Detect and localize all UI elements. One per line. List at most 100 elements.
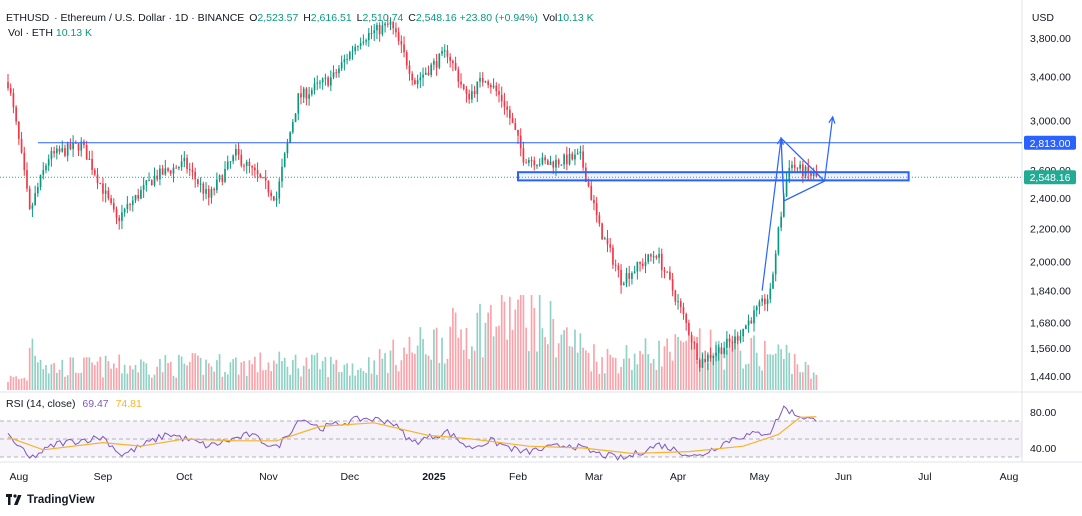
volume-bar (639, 350, 641, 390)
volume-bar (625, 345, 628, 390)
volume-bar (210, 366, 213, 390)
candle-body (408, 65, 411, 74)
volume-bar (378, 349, 381, 390)
rsi-label[interactable]: RSI (14, close) (6, 398, 76, 410)
rsi-ma-value: 74.81 (115, 398, 142, 410)
volume-bar (58, 369, 61, 390)
trend-arrow-line[interactable] (823, 116, 834, 182)
support-zone-box[interactable] (516, 171, 910, 182)
candle-body (424, 72, 427, 75)
time-tick-label: 2025 (422, 471, 446, 483)
candle-body (20, 138, 23, 153)
candle-body (698, 360, 701, 368)
volume-bar (262, 370, 264, 390)
trend-arrow-line[interactable] (761, 138, 782, 291)
volume-bar (224, 371, 226, 390)
volume-bar (218, 354, 221, 390)
volume-bar (658, 340, 660, 390)
price-tick-label: 2,000.00 (1030, 257, 1071, 269)
volume-bar (72, 357, 74, 390)
volume-bar (612, 357, 614, 390)
volume-bar (427, 355, 430, 390)
volume-bar (172, 375, 175, 390)
candle-body (799, 164, 801, 169)
volume-bar (134, 365, 137, 390)
candle-body (237, 148, 240, 155)
candle-body (766, 299, 769, 305)
volume-bar (302, 365, 305, 390)
triangle-pattern[interactable] (780, 136, 826, 203)
volume-bar (199, 357, 202, 390)
candle-body (172, 167, 175, 174)
candle-body (462, 84, 465, 89)
volume-bar (538, 295, 541, 390)
tradingview-brand[interactable]: TradingView (6, 494, 95, 506)
candle-body (256, 170, 259, 175)
candle-body (587, 181, 590, 186)
candle-body (522, 148, 525, 163)
candle-body (674, 290, 677, 302)
volume-bar (50, 364, 53, 390)
candle-body (468, 93, 471, 100)
candle-body (251, 166, 253, 168)
volume-bar (793, 353, 796, 390)
price-change: +23.80 (+0.94%) (459, 12, 538, 24)
volume-bar (91, 362, 93, 390)
currency-label[interactable]: USD (1031, 12, 1054, 24)
volume-bar (533, 307, 536, 390)
candle-body (807, 166, 810, 173)
volume-bar (42, 369, 45, 390)
volume-bar (582, 347, 584, 390)
volume-bar (142, 361, 145, 390)
symbol-name[interactable]: ETHUSD (6, 12, 50, 24)
volume-bar (237, 374, 240, 390)
candle-body (793, 164, 796, 168)
volume-bar (514, 309, 517, 390)
candle-body (161, 168, 164, 175)
volume-bar (774, 353, 777, 390)
candle-body (191, 170, 194, 172)
volume-bar (256, 372, 259, 390)
volume-bar (229, 362, 232, 390)
candle-body (579, 151, 582, 154)
volume-bar (140, 359, 142, 390)
candle-body (810, 172, 812, 176)
volume-bar (479, 303, 481, 390)
candle-body (338, 68, 340, 74)
candle-body (739, 336, 742, 341)
volume-bar (186, 365, 188, 390)
candle-body (541, 157, 544, 165)
volume-bar (15, 376, 17, 390)
volume-bar (473, 350, 476, 390)
candle-body (533, 160, 536, 166)
candle-body (42, 170, 45, 175)
volume-bar (709, 329, 712, 390)
candle-body (112, 203, 115, 210)
volume-bar (764, 340, 766, 390)
brand-name: TradingView (27, 494, 95, 506)
volume-bar (446, 358, 449, 390)
volume-bar (528, 351, 530, 390)
volume-bar (433, 329, 435, 390)
volume-bar (465, 328, 468, 390)
candle-body (647, 254, 650, 262)
volume-value: 10.13 K (557, 12, 594, 24)
rsi-tick-label: 80.00 (1030, 407, 1056, 419)
volume-bar (126, 373, 129, 390)
candle-body (427, 72, 430, 75)
volume-bar (278, 351, 281, 390)
candle-body (58, 148, 61, 152)
candle-body (36, 187, 39, 194)
candle-body (262, 177, 264, 179)
volume-bar (281, 361, 283, 390)
candle-body (685, 314, 688, 323)
symbol-description: · Ethereum / U.S. Dollar · 1D · BINANCE (54, 12, 245, 24)
volume-bar (381, 358, 384, 390)
volume-bar (541, 328, 544, 390)
candle-body (69, 143, 72, 150)
candle-body (791, 164, 793, 168)
volume-bar (731, 343, 734, 390)
candle-body (77, 143, 80, 151)
volume-bar (663, 346, 666, 390)
